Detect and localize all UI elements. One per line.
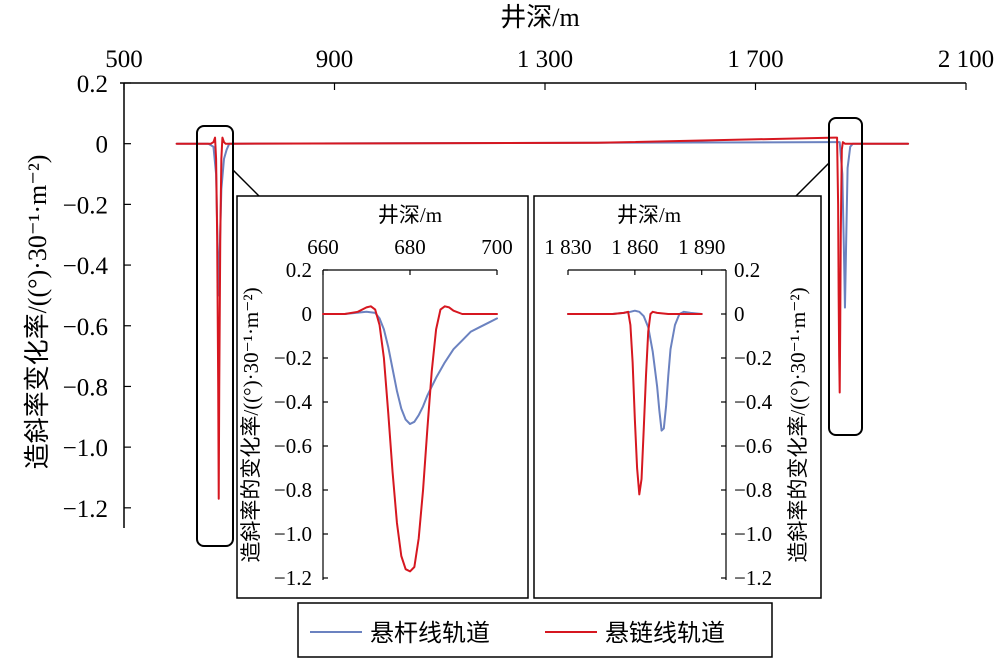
inset-right-frame [533, 195, 822, 599]
main-chart: 井深/m 500 900 1 300 1 700 2 100 0.2 0 −0.2 −0.4 −… [23, 3, 994, 547]
inset-right-series-group [567, 309, 703, 496]
main-x-axis-title: 井深/m [500, 3, 579, 32]
inset-right-y-tick-label: −0.4 [734, 390, 773, 414]
inset-right: 井深/m 1 830 1 860 1 890 0.2 0 −0.2 −0.4 −0.6 −0.… [533, 195, 822, 599]
main-y-tick-label: 0 [96, 132, 109, 159]
main-y-tick-label: −1.2 [63, 496, 108, 523]
inset-left-y-tick-label: 0 [302, 302, 313, 326]
main-series-line-red [175, 136, 910, 500]
legend: 悬杆线轨道 悬链线轨道 [297, 602, 773, 658]
inset-left-series-group [322, 305, 498, 573]
inset-left-x-tick-label: 700 [481, 235, 513, 259]
inset-right-x-tick-label: 1 890 [678, 235, 725, 259]
main-y-tick-label: −0.8 [63, 374, 108, 401]
main-y-tick-label: −1.0 [63, 435, 108, 462]
main-y-tick-label: −0.2 [63, 192, 108, 219]
inset-right-x-tick-label: 1 860 [611, 235, 658, 259]
inset-left-y-tick-label: −0.6 [274, 434, 312, 458]
inset-left-y-tick-label: −0.2 [274, 346, 312, 370]
main-y-tick-label: −0.4 [63, 253, 109, 280]
inset-right-x-ticks: 1 830 1 860 1 890 [544, 235, 725, 275]
inset-left-x-tick-label: 680 [394, 235, 426, 259]
zoom-box-left [196, 125, 234, 547]
inset-left-series-line-red [322, 305, 498, 573]
inset-left-x-axis-title: 井深/m [378, 203, 442, 227]
inset-right-y-tick-label: −0.2 [734, 346, 772, 370]
inset-right-y-tick-label: 0 [734, 302, 745, 326]
inset-right-y-tick-label: −0.6 [734, 434, 772, 458]
inset-right-x-tick-label: 1 830 [544, 235, 591, 259]
inset-right-y-tick-label: 0.2 [734, 258, 760, 282]
inset-left-x-ticks: 660 680 700 [307, 235, 513, 275]
inset-left-y-tick-label: −1.0 [274, 522, 312, 546]
inset-right-x-axis-title: 井深/m [617, 203, 681, 227]
main-x-tick-label: 500 [105, 46, 143, 73]
main-x-tick-label: 1 700 [727, 46, 783, 73]
main-y-tick-label: −0.6 [63, 314, 108, 341]
inset-left-frame [236, 195, 529, 599]
inset-left-y-axis-title: 造斜率的变化率/((°)·30⁻¹·m⁻²) [239, 287, 263, 562]
inset-left-y-tick-label: −0.8 [274, 478, 312, 502]
inset-right-y-tick-label: −1.0 [734, 522, 772, 546]
main-x-tick-label: 900 [316, 46, 354, 73]
inset-left-y-tick-label: −1.2 [274, 566, 312, 590]
zoom-box-right [828, 117, 863, 436]
main-x-tick-label: 2 100 [938, 46, 994, 73]
main-x-tick-label: 1 300 [517, 46, 573, 73]
legend-label-red: 悬链线轨道 [605, 620, 725, 647]
inset-left-y-ticks: 0.2 0 −0.2 −0.4 −0.6 −0.8 −1.0 −1.2 [274, 258, 328, 590]
inset-right-y-tick-label: −1.2 [734, 566, 772, 590]
inset-left-y-tick-label: −0.4 [274, 390, 313, 414]
main-y-ticks: 0.2 0 −0.2 −0.4 −0.6 −0.8 −1.0 −1.2 [63, 71, 131, 523]
main-x-ticks: 500 900 1 300 1 700 2 100 [105, 46, 994, 90]
legend-frame [297, 602, 773, 658]
inset-left: 井深/m 660 680 700 0.2 0 −0.2 −0.4 −0.6 −0.8 −1.0 −… [236, 195, 529, 599]
legend-label-blue: 悬杆线轨道 [370, 620, 490, 647]
inset-right-y-tick-label: −0.8 [734, 478, 772, 502]
inset-right-y-axis-title: 造斜率的变化率/((°)·30⁻¹·m⁻²) [786, 287, 810, 562]
inset-left-series-line-blue [322, 310, 498, 425]
main-y-axis-title: 造斜率变化率/((°)·30⁻¹·m⁻²) [23, 155, 52, 470]
inset-right-y-ticks: 0.2 0 −0.2 −0.4 −0.6 −0.8 −1.0 −1.2 [721, 258, 773, 590]
inset-left-y-tick-label: 0.2 [286, 258, 312, 282]
main-y-tick-label: 0.2 [77, 71, 108, 98]
inset-right-series-line-blue [567, 309, 703, 432]
inset-right-series-line-red [567, 310, 703, 496]
inset-left-x-tick-label: 660 [307, 235, 339, 259]
